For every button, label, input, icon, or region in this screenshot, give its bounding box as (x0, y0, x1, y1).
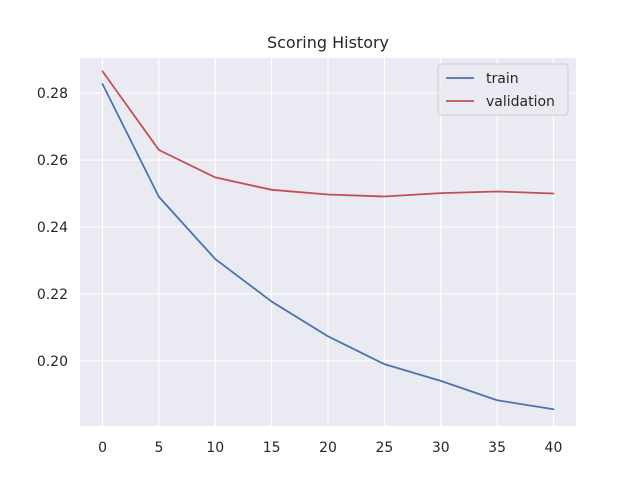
chart-title: Scoring History (267, 33, 389, 52)
x-tick-label: 35 (488, 440, 506, 456)
x-tick-label: 30 (432, 440, 450, 456)
y-tick-label: 0.28 (37, 86, 68, 102)
legend-label-train: train (486, 71, 519, 87)
x-tick-label: 0 (98, 440, 107, 456)
y-tick-label: 0.26 (37, 153, 68, 169)
series-line-validation (101, 70, 555, 198)
legend: train validation (437, 63, 569, 116)
x-tick-label: 15 (263, 440, 281, 456)
y-tick-label: 0.24 (37, 220, 68, 236)
x-tick-label: 10 (206, 440, 224, 456)
x-tick-label: 20 (319, 440, 337, 456)
x-tick-label: 40 (545, 440, 563, 456)
legend-label-validation: validation (486, 94, 555, 110)
y-tick-label: 0.20 (37, 354, 68, 370)
x-tick-label: 25 (375, 440, 393, 456)
y-tick-label: 0.22 (37, 287, 68, 303)
series-line-train (101, 83, 555, 411)
legend-box (437, 63, 569, 116)
x-tick-label: 5 (154, 440, 163, 456)
